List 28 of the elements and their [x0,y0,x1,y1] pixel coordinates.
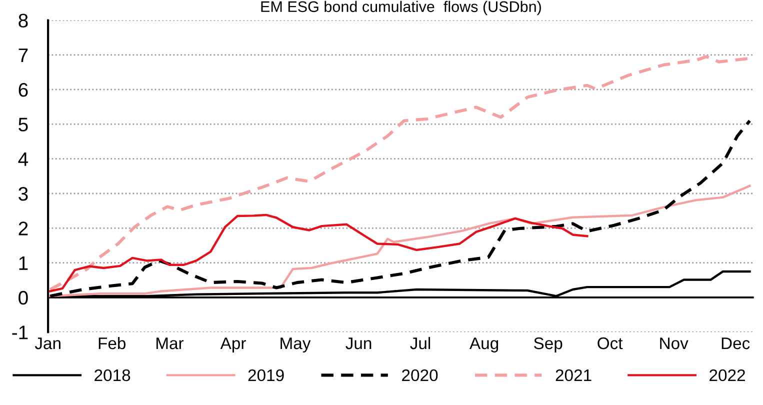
y-tick-label: 6 [18,83,28,97]
x-tick-label: Sep [534,337,562,352]
x-tick-label: May [280,338,311,352]
x-tick-label: Oct [598,337,623,350]
y-tick-label: 0 [18,290,28,305]
x-tick-label: Jul [410,336,430,350]
x-tick-label: Jun [346,338,372,350]
y-tick-label: 5 [18,118,28,132]
x-tick-label: Nov [660,338,688,350]
y-tick-label: 4 [18,152,28,166]
x-tick-label: Jan [34,338,60,350]
y-tick-label: 7 [18,48,28,62]
x-tick-label: Aug [470,338,498,352]
x-tick-label: Mar [156,338,184,350]
chart-title: EM ESG bond cumulative flows (USDbn) [261,0,541,16]
y-tick-label: 8 [18,14,28,28]
legend-label: 2022 [710,369,745,382]
y-tick-label: 3 [18,186,28,201]
legend-label: 2020 [402,369,438,382]
legend-label: 2018 [94,369,130,382]
y-tick-label: -1 [12,326,28,340]
x-tick-label: Dec [722,338,750,350]
x-tick-label: Feb [98,336,126,350]
y-tick-label: 2 [18,222,28,236]
legend-label: 2021 [556,369,592,382]
x-tick-label: Apr [220,338,246,352]
y-tick-label: 1 [19,256,28,270]
legend-label: 2019 [248,369,284,382]
